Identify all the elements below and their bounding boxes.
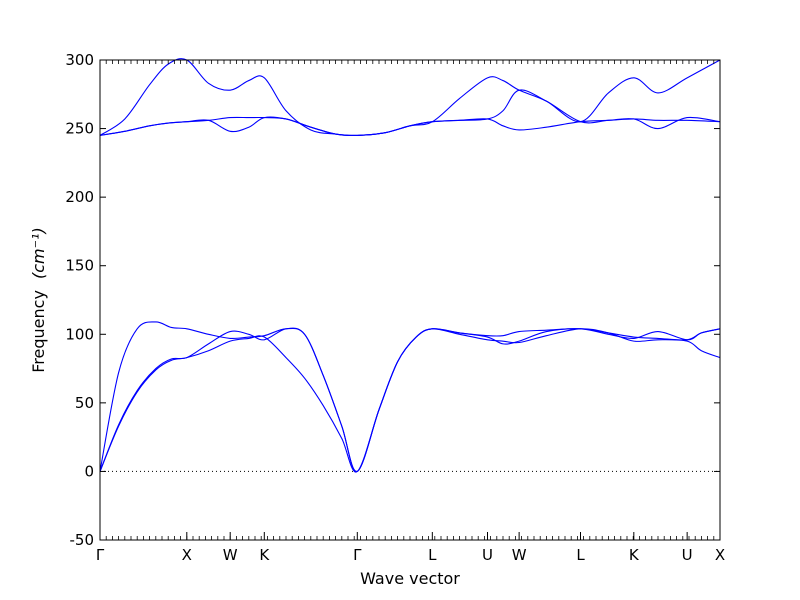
x-tick-label: U <box>482 546 493 564</box>
y-axis: -50 0 50 100 150 200 250 300 <box>65 51 720 549</box>
y-tick-label: -50 <box>70 531 95 549</box>
y-tick-label: 100 <box>65 325 94 343</box>
x-tick-label: X <box>182 546 192 564</box>
x-tick-label: X <box>715 546 725 564</box>
x-tick-label: Γ <box>353 546 362 564</box>
band-line-6 <box>99 58 721 137</box>
y-axis-title-text: Frequency <box>29 290 48 373</box>
y-tick-label: 200 <box>65 188 94 206</box>
y-tick-label: 300 <box>65 51 94 69</box>
x-axis-title: Wave vector <box>360 569 460 588</box>
x-tick-label: U <box>682 546 693 564</box>
x-tick-label: Γ <box>96 546 105 564</box>
band-line-3 <box>99 321 721 472</box>
x-tick-label: L <box>428 546 437 564</box>
band-lines <box>99 58 721 473</box>
x-tick-label: K <box>259 546 270 564</box>
plot-area <box>100 60 720 540</box>
x-tick-label: W <box>223 546 238 564</box>
x-tick-label: K <box>629 546 640 564</box>
y-axis-title-unit: (cm⁻¹) <box>29 227 48 279</box>
y-tick-label: 50 <box>75 394 94 412</box>
y-axis-title: Frequency (cm⁻¹) <box>29 227 48 372</box>
x-tick-label: L <box>576 546 585 564</box>
y-tick-label: 150 <box>65 257 94 275</box>
y-tick-label: 250 <box>65 120 94 138</box>
x-tick-label: W <box>512 546 527 564</box>
y-tick-label: 0 <box>84 462 94 480</box>
